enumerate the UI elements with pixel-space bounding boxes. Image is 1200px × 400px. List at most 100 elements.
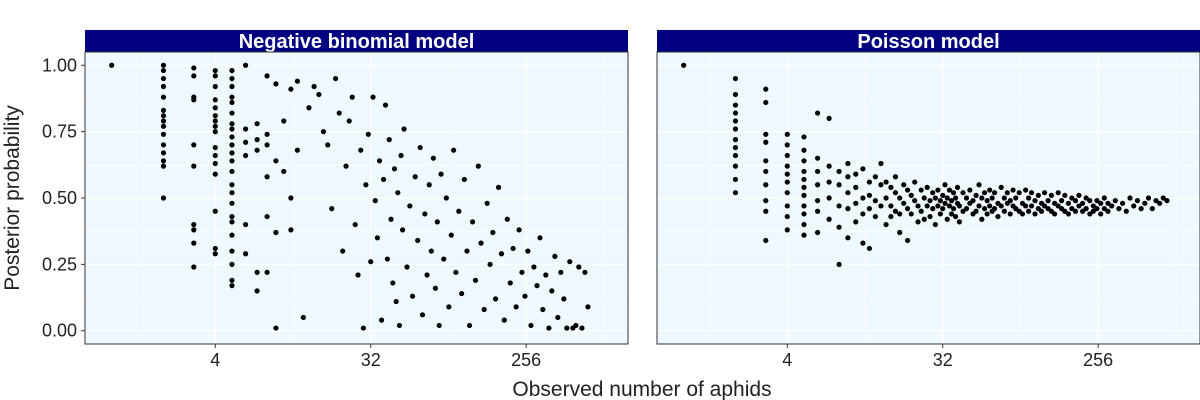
x-axis-title: Observed number of aphids <box>512 378 771 400</box>
data-point <box>984 211 990 217</box>
data-point <box>372 198 378 204</box>
data-point <box>836 168 842 175</box>
data-point <box>1001 195 1007 201</box>
data-point <box>160 142 167 148</box>
data-point <box>160 67 167 74</box>
data-point <box>836 261 842 267</box>
data-point <box>522 293 528 299</box>
data-point <box>212 152 218 159</box>
data-point <box>281 168 287 175</box>
data-point <box>732 118 739 124</box>
data-point <box>991 206 998 212</box>
data-point <box>513 304 519 310</box>
data-point <box>1072 198 1079 204</box>
data-point <box>446 304 452 310</box>
data-point <box>1090 203 1096 209</box>
data-point <box>918 187 924 193</box>
data-point <box>409 293 416 299</box>
data-point <box>229 200 235 206</box>
data-point <box>212 113 218 119</box>
data-point <box>451 147 457 153</box>
data-point <box>404 264 410 270</box>
data-point <box>229 213 235 220</box>
data-point <box>940 206 946 212</box>
data-point <box>1105 200 1111 206</box>
data-point <box>264 213 270 220</box>
data-point <box>191 163 197 169</box>
data-point <box>395 190 401 196</box>
data-point <box>516 227 522 233</box>
data-point <box>921 216 927 222</box>
data-point <box>989 195 995 201</box>
data-point <box>475 163 481 169</box>
data-point <box>386 137 392 143</box>
data-point <box>826 195 832 201</box>
data-point <box>1094 198 1100 204</box>
data-point <box>273 81 279 87</box>
data-point <box>288 195 294 201</box>
data-point <box>343 163 349 169</box>
data-point <box>507 280 513 286</box>
data-point <box>254 137 260 143</box>
data-point <box>1041 190 1048 196</box>
data-point <box>191 97 197 103</box>
data-point <box>510 245 516 252</box>
data-point <box>376 158 383 164</box>
data-point <box>1062 208 1068 214</box>
data-point <box>1065 200 1072 206</box>
data-point <box>229 99 235 106</box>
data-point <box>432 285 438 291</box>
data-point <box>346 118 352 124</box>
data-point <box>242 221 249 228</box>
data-point <box>979 216 985 222</box>
data-point <box>1157 200 1163 206</box>
data-point <box>273 229 279 236</box>
data-point <box>732 75 739 82</box>
data-point <box>1069 206 1075 212</box>
x-tick-label: 256 <box>1083 350 1113 370</box>
data-point <box>732 91 739 98</box>
points-negative-binomial <box>109 62 591 331</box>
data-point <box>956 219 963 225</box>
panel-border-poisson <box>656 51 1200 345</box>
data-point <box>860 240 866 246</box>
data-point <box>763 139 769 145</box>
data-point <box>763 237 769 244</box>
data-point <box>1010 187 1016 193</box>
data-point <box>160 107 167 113</box>
data-point <box>434 219 440 225</box>
data-point <box>732 102 739 108</box>
data-point <box>932 195 938 201</box>
data-point <box>370 94 376 100</box>
data-point <box>390 280 396 286</box>
data-point <box>481 306 487 313</box>
data-point <box>441 256 447 262</box>
data-point <box>1094 206 1100 212</box>
data-point <box>311 83 317 90</box>
data-point <box>784 213 790 220</box>
data-point <box>912 198 918 204</box>
data-point <box>784 179 790 185</box>
data-point <box>484 200 490 206</box>
data-point <box>814 168 821 175</box>
data-point <box>987 203 993 209</box>
data-point <box>1119 200 1126 206</box>
data-point <box>453 269 459 275</box>
data-point <box>242 251 249 257</box>
data-point <box>950 206 957 212</box>
data-point <box>932 221 938 228</box>
data-point <box>396 322 403 329</box>
data-point <box>363 182 369 188</box>
data-point <box>1142 200 1148 206</box>
data-point <box>908 192 914 198</box>
data-point <box>229 190 235 196</box>
data-point <box>872 174 878 180</box>
data-point <box>229 158 235 164</box>
y-tick-label: 0.75 <box>42 122 77 142</box>
data-point <box>412 174 418 180</box>
data-point <box>956 203 963 209</box>
strip-poisson <box>657 30 1200 52</box>
data-point <box>393 298 399 305</box>
data-point <box>229 83 235 90</box>
data-point <box>763 208 769 214</box>
